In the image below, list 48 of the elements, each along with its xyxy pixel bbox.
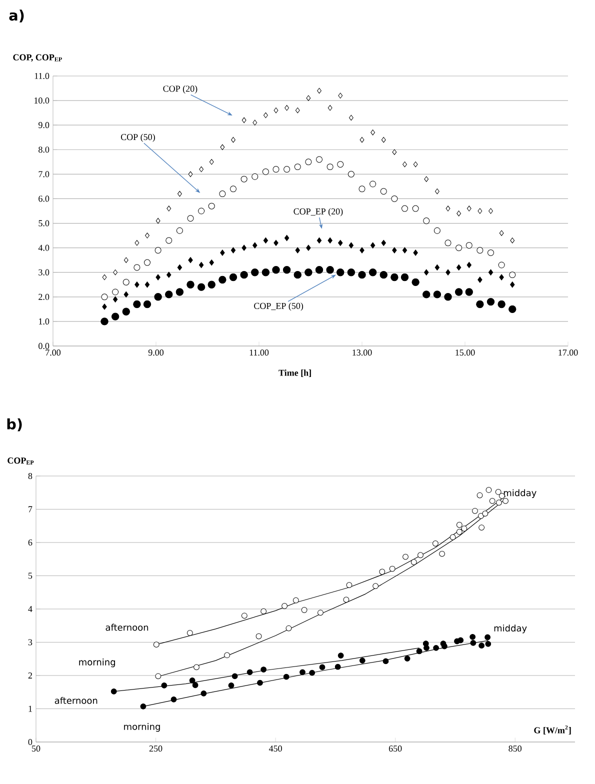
y-tick-label: 6: [28, 539, 32, 546]
annotation: morning: [79, 658, 115, 668]
y-tick-label: 7.0: [38, 171, 50, 178]
x-tick-label: 50: [32, 746, 40, 752]
y-tick-label: 1.0: [39, 318, 50, 325]
y-tick-label: 6.0: [38, 196, 50, 202]
annotation: midday: [504, 489, 536, 498]
x-tick-label: 9.00: [148, 350, 164, 356]
x-tick-label: 7.00: [46, 350, 61, 356]
annotation: afternoon: [106, 624, 148, 631]
y-axis-title: COP$_{EP}$: [8, 458, 34, 464]
y-tick-label: 7: [28, 506, 32, 512]
x-tick-label: 11.00: [250, 350, 269, 356]
y-tick-label: 3.0: [38, 269, 50, 276]
x-tick-label: 17.00: [558, 350, 578, 356]
annotation: COP_EP (50): [254, 302, 304, 311]
y-tick-label: 0.0: [38, 342, 50, 350]
y-tick-label: 4.0: [38, 244, 50, 251]
y-tick-label: 9.0: [38, 122, 50, 128]
y-tick-label: 1: [28, 706, 32, 712]
x-tick-label: 850: [508, 746, 522, 752]
y-axis-title: COP, COP$_{EP}$: [13, 54, 62, 62]
y-tick-label: 4: [28, 606, 32, 612]
annotation: COP (50): [120, 134, 155, 142]
x-tick-label: 650: [388, 746, 402, 752]
y-tick-label: 0: [28, 738, 32, 746]
annotation: midday: [494, 624, 527, 634]
chart-title: a): [9, 10, 24, 22]
x-tick-label: 13.00: [352, 350, 372, 356]
x-axis-title: G [W/m$^{2}$]: [534, 725, 571, 734]
y-tick-label: 11.0: [34, 72, 50, 80]
y-tick-label: 2: [28, 672, 32, 678]
annotation: COP_EP (20): [294, 208, 343, 216]
x-tick-label: 450: [268, 746, 282, 752]
y-tick-label: 3: [28, 639, 32, 646]
y-tick-label: 5.0: [38, 220, 50, 226]
y-tick-label: 8.0: [38, 146, 50, 153]
y-tick-label: 10.0: [34, 97, 50, 104]
annotation: afternoon: [54, 696, 98, 704]
annotation: morning: [124, 723, 160, 732]
x-axis-title: Time [h]: [278, 370, 311, 377]
annotation: COP (20): [163, 85, 198, 94]
x-tick-label: 15.00: [456, 350, 475, 356]
y-tick-label: 2.0: [38, 294, 50, 300]
y-tick-label: 5: [28, 572, 32, 579]
chart-title: b): [7, 418, 22, 432]
x-tick-label: 250: [149, 746, 162, 752]
y-tick-label: 8: [28, 472, 32, 480]
